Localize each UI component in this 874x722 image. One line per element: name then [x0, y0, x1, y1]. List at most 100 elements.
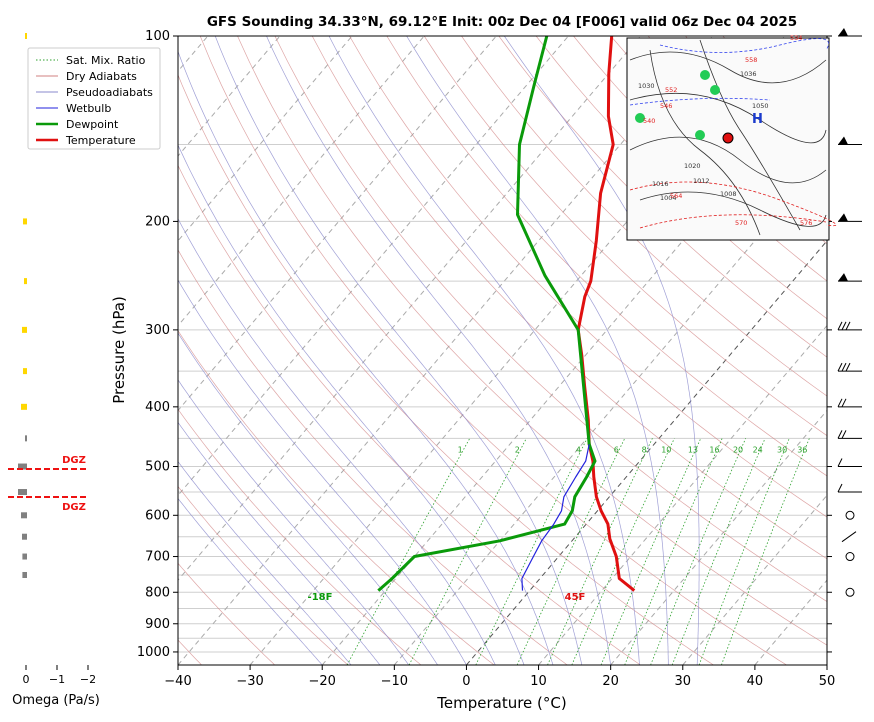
isotherm-line [610, 409, 827, 665]
map-contour-label: 1016 [652, 180, 669, 188]
pseudoadiabat-line [178, 50, 554, 665]
y-tick-label: 400 [145, 400, 170, 415]
omega-bar [24, 278, 27, 285]
y-tick-label: 600 [145, 508, 170, 523]
dry-adiabat-line [178, 330, 495, 665]
map-contour [649, 49, 761, 236]
y-tick-label: 900 [145, 617, 170, 632]
mix-ratio-line [721, 438, 810, 665]
x-tick-label: 20 [602, 674, 619, 689]
pseudoadiabat-line [178, 379, 410, 665]
map-contour-label: 540 [643, 117, 655, 125]
omega-tick-1: −1 [49, 673, 65, 686]
x-tick-label: 0 [462, 674, 470, 689]
legend-item-label: Pseudoadiabats [66, 86, 153, 99]
mix-ratio-line [671, 438, 766, 665]
map-contour-label: 570 [735, 219, 747, 227]
map-contour-label: 564 [670, 192, 682, 200]
wind-calm-circle [845, 510, 855, 520]
x-tick-label: −10 [381, 674, 408, 689]
pseudoadiabat-line [178, 279, 467, 665]
wind-barbs [837, 28, 862, 597]
mix-ratio-line [547, 438, 653, 665]
omega-panel: DGZ DGZ 0 −1 −2 Omega (Pa/s) [8, 33, 100, 708]
dry-adiabat-line [178, 485, 349, 665]
dgz-label-upper: DGZ [62, 455, 86, 466]
isobar-grid [178, 36, 827, 653]
pseudoadiabat-line [214, 36, 583, 665]
omega-bar [22, 326, 27, 333]
isotherm-line [178, 36, 281, 157]
wind-barb [837, 430, 862, 439]
legend-item-label: Sat. Mix. Ratio [66, 54, 146, 67]
omega-bar [22, 533, 27, 540]
map-thickness-line [629, 181, 837, 227]
isotherm-line [826, 664, 827, 665]
mix-ratio-line [600, 438, 702, 665]
mix-ratio-label: 2 [515, 446, 520, 455]
mix-ratio-label: 30 [777, 446, 787, 455]
wind-barb [837, 398, 862, 408]
map-contour-label: 1020 [684, 162, 701, 170]
map-contour-label: 1012 [693, 177, 710, 185]
dry-adiabat-line [349, 36, 827, 518]
legend-item-label: Dewpoint [66, 118, 119, 131]
dry-adiabat-line [535, 36, 827, 320]
map-contour-label: 552 [665, 86, 677, 94]
omega-bar [18, 489, 27, 496]
omega-bar [23, 218, 27, 225]
x-tick-label: −20 [309, 674, 336, 689]
x-tick-label: 10 [530, 674, 547, 689]
map-contour-label: 534 [790, 34, 802, 42]
mix-ratio-line [571, 438, 675, 665]
omega-axis-label: Omega (Pa/s) [12, 693, 100, 708]
x-tick-label: 30 [675, 674, 692, 689]
x-axis-ticks: −40 −30 −20 −10 0 10 20 30 40 50 [164, 665, 835, 689]
map-contour-label: 1050 [752, 102, 769, 110]
omega-bar [21, 512, 27, 519]
omega-bar [21, 403, 27, 410]
wind-barb [837, 458, 862, 468]
map-contour [629, 136, 827, 184]
omega-tick-2: −2 [80, 673, 96, 686]
dry-adiabat-line [423, 36, 827, 437]
map-thickness-line [639, 214, 827, 229]
dry-adiabat-line [178, 164, 641, 665]
map-precip-blob [635, 113, 645, 123]
legend-item-label: Temperature [65, 134, 136, 147]
series-dewpoint-line [377, 36, 597, 592]
dry-adiabat-line [199, 36, 787, 665]
dry-adiabat-line [386, 36, 827, 477]
dry-adiabat-line [461, 36, 827, 397]
isotherm-line [538, 324, 827, 665]
map-cold-line [629, 97, 771, 106]
mix-ratio-label: 16 [709, 446, 719, 455]
surface-dewpoint-label: -18F [308, 592, 333, 603]
x-tick-label: −40 [164, 674, 191, 689]
omega-bar [25, 435, 27, 442]
dgz-label-lower: DGZ [62, 502, 86, 513]
isotherm-line [178, 36, 569, 497]
plot-frame [177, 35, 828, 666]
map-contour [699, 39, 801, 231]
y-tick-label: 100 [145, 29, 170, 44]
mix-ratio-label: 1 [458, 446, 463, 455]
map-precip-blob [695, 130, 705, 140]
mix-ratio-label: 6 [614, 446, 619, 455]
pseudoadiabat-line [178, 421, 381, 665]
omega-bar [23, 368, 27, 375]
y-tick-label: 500 [145, 460, 170, 475]
dry-adiabats [178, 36, 827, 665]
pseudoadiabat-line [504, 36, 700, 665]
omega-bar [25, 33, 27, 39]
x-tick-label: 40 [747, 674, 764, 689]
wind-calm-circle [845, 587, 855, 597]
x-tick-label: −30 [236, 674, 263, 689]
profile-series [377, 36, 636, 592]
omega-bar [22, 553, 27, 560]
dry-adiabat-line [498, 36, 827, 358]
omega-bar [22, 571, 27, 578]
map-contour-label: 1030 [638, 82, 655, 90]
mix-ratio-label: 24 [753, 446, 763, 455]
